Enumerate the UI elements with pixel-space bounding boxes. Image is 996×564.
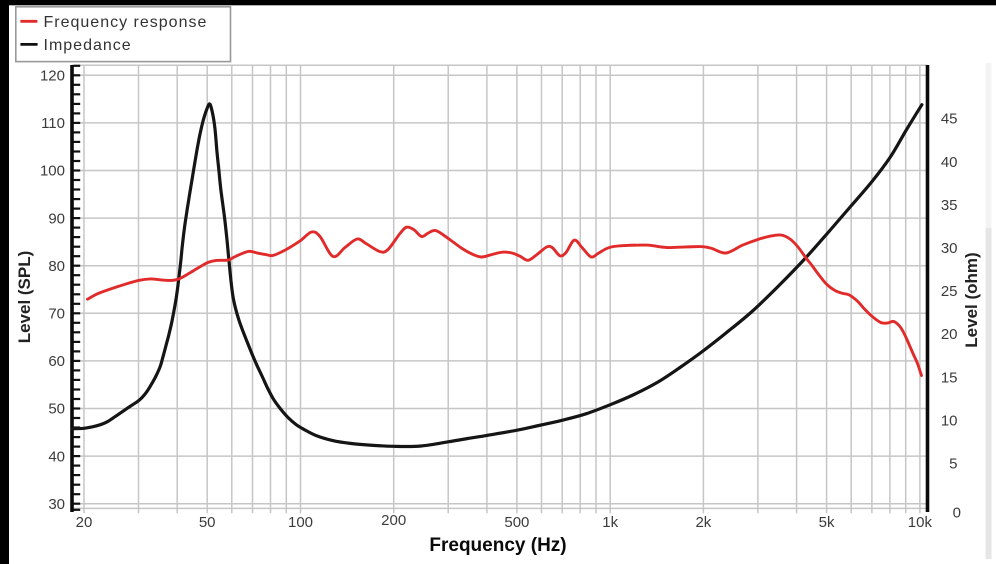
svg-text:5: 5 — [949, 456, 957, 473]
svg-text:50: 50 — [48, 401, 65, 418]
svg-text:60: 60 — [48, 353, 65, 370]
svg-text:45: 45 — [941, 111, 958, 128]
svg-text:2k: 2k — [695, 514, 711, 531]
svg-text:10k: 10k — [908, 514, 933, 531]
svg-text:30: 30 — [941, 240, 958, 257]
svg-text:35: 35 — [941, 197, 958, 214]
svg-text:5k: 5k — [819, 514, 835, 531]
svg-text:20: 20 — [76, 514, 93, 531]
svg-text:Frequency (Hz): Frequency (Hz) — [429, 535, 566, 556]
svg-text:80: 80 — [48, 258, 65, 275]
svg-text:Level (SPL): Level (SPL) — [15, 251, 34, 344]
svg-text:Frequency response: Frequency response — [44, 14, 208, 31]
svg-text:40: 40 — [48, 448, 65, 465]
svg-text:1k: 1k — [602, 514, 618, 531]
svg-text:10: 10 — [941, 412, 958, 429]
svg-text:100: 100 — [288, 514, 313, 531]
svg-text:50: 50 — [199, 514, 216, 531]
svg-text:15: 15 — [941, 369, 958, 386]
svg-text:120: 120 — [40, 68, 65, 85]
svg-text:20: 20 — [941, 326, 958, 343]
svg-text:30: 30 — [48, 496, 65, 513]
svg-text:Level (ohm): Level (ohm) — [962, 252, 981, 347]
svg-text:40: 40 — [941, 154, 958, 171]
svg-text:500: 500 — [504, 514, 529, 531]
svg-text:100: 100 — [40, 163, 65, 180]
svg-text:90: 90 — [48, 210, 65, 227]
svg-text:25: 25 — [941, 283, 958, 300]
svg-text:70: 70 — [48, 306, 65, 323]
svg-text:0: 0 — [953, 505, 961, 522]
svg-text:200: 200 — [381, 512, 406, 529]
svg-text:110: 110 — [41, 115, 65, 132]
svg-text:Impedance: Impedance — [44, 37, 132, 54]
